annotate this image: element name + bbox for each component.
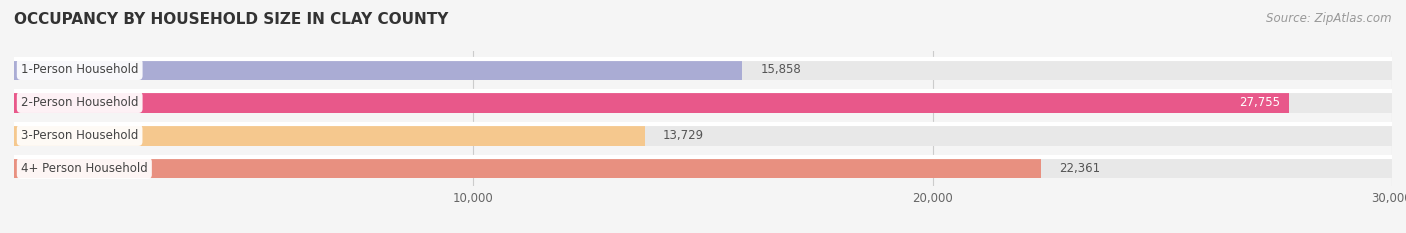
Text: 22,361: 22,361 — [1060, 162, 1101, 175]
Text: 4+ Person Household: 4+ Person Household — [21, 162, 148, 175]
Text: 3-Person Household: 3-Person Household — [21, 129, 138, 142]
Text: Source: ZipAtlas.com: Source: ZipAtlas.com — [1267, 12, 1392, 25]
Text: 1-Person Household: 1-Person Household — [21, 63, 138, 76]
Bar — [14, 158, 1392, 178]
Bar — [14, 158, 1040, 178]
Bar — [14, 59, 742, 80]
Text: 13,729: 13,729 — [664, 129, 704, 142]
Bar — [14, 125, 644, 146]
Bar — [14, 59, 1392, 80]
Bar — [14, 92, 1392, 113]
Text: 27,755: 27,755 — [1239, 96, 1279, 109]
Text: 2-Person Household: 2-Person Household — [21, 96, 138, 109]
Bar — [14, 125, 1392, 146]
Text: OCCUPANCY BY HOUSEHOLD SIZE IN CLAY COUNTY: OCCUPANCY BY HOUSEHOLD SIZE IN CLAY COUN… — [14, 12, 449, 27]
Text: 15,858: 15,858 — [761, 63, 801, 76]
Bar — [14, 92, 1289, 113]
